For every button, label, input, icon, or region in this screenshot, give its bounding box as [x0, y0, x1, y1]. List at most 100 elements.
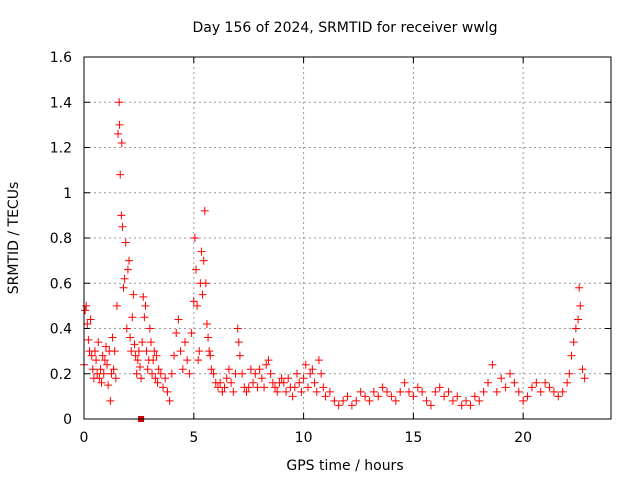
data-point [97, 378, 106, 387]
data-point [130, 340, 139, 349]
y-tick-label: 1.2 [50, 141, 72, 157]
data-point [216, 378, 225, 387]
data-point [87, 351, 96, 360]
data-point [115, 98, 124, 107]
data-point [292, 369, 301, 378]
data-point [444, 387, 453, 396]
data-point [218, 387, 227, 396]
data-point [195, 347, 204, 356]
data-point [98, 351, 107, 360]
data-point [527, 383, 536, 392]
data-point [325, 387, 334, 396]
y-tick-label: 0.4 [50, 322, 72, 338]
data-point [121, 238, 130, 247]
y-tick-label: 1.4 [50, 95, 72, 111]
data-point [339, 396, 348, 405]
data-point [422, 396, 431, 405]
data-point [229, 387, 238, 396]
data-point [558, 387, 567, 396]
data-point [249, 378, 258, 387]
data-point [369, 387, 378, 396]
data-point [135, 362, 144, 371]
data-point [116, 170, 125, 179]
data-point [554, 392, 563, 401]
x-axis-label: GPS time / hours [286, 458, 403, 474]
data-point [488, 360, 497, 369]
data-point [193, 301, 202, 310]
data-point [440, 392, 449, 401]
data-point [234, 338, 243, 347]
data-point [297, 387, 306, 396]
data-point [117, 211, 126, 220]
data-point [201, 279, 210, 288]
data-point [222, 374, 231, 383]
data-point [165, 396, 174, 405]
y-tick-label: 0 [63, 412, 72, 428]
data-point [141, 301, 150, 310]
data-point [194, 356, 203, 365]
data-point [100, 356, 109, 365]
data-point [541, 378, 550, 387]
data-point [159, 383, 168, 392]
data-point [306, 369, 315, 378]
data-point [176, 347, 185, 356]
data-point [317, 369, 326, 378]
data-point [190, 234, 199, 242]
data-point [174, 315, 183, 324]
data-point [532, 378, 541, 387]
data-point [580, 374, 589, 383]
data-point [106, 396, 115, 405]
data-point [244, 383, 253, 392]
data-point [152, 351, 161, 360]
data-point [200, 206, 209, 215]
data-point [301, 360, 310, 369]
data-point [114, 129, 123, 138]
data-point [288, 392, 297, 401]
data-point [299, 374, 308, 383]
data-point [523, 392, 532, 401]
data-point [119, 283, 128, 292]
data-point [115, 120, 124, 129]
data-point [396, 387, 405, 396]
data-point [198, 290, 207, 299]
data-point [191, 265, 200, 274]
data-point [356, 387, 365, 396]
data-point [117, 138, 126, 147]
data-point [88, 365, 97, 374]
data-point [418, 387, 427, 396]
data-point [431, 387, 440, 396]
data-point [501, 383, 510, 392]
data-point [109, 365, 118, 374]
data-point [574, 315, 583, 324]
data-point [204, 333, 213, 342]
data-point [120, 274, 129, 283]
data-point [282, 387, 291, 396]
data-point [156, 369, 165, 378]
data-point [448, 396, 457, 405]
data-point [479, 387, 488, 396]
data-point [246, 365, 255, 374]
data-point [505, 369, 514, 378]
data-point [352, 396, 361, 405]
data-point [536, 387, 545, 396]
data-point [462, 396, 471, 405]
data-point [383, 387, 392, 396]
data-point [321, 392, 330, 401]
data-point [497, 374, 506, 383]
data-point [148, 369, 157, 378]
data-point [435, 383, 444, 392]
data-point [140, 313, 149, 322]
data-point [466, 401, 475, 410]
data-point [99, 369, 108, 378]
data-point [111, 374, 120, 383]
data-point [312, 387, 321, 396]
data-point [187, 329, 196, 338]
data-point [122, 324, 131, 333]
data-point [172, 329, 181, 338]
data-point [284, 374, 293, 383]
data-point [409, 392, 418, 401]
data-point [387, 392, 396, 401]
data-point [83, 319, 92, 328]
data-point [110, 347, 119, 356]
